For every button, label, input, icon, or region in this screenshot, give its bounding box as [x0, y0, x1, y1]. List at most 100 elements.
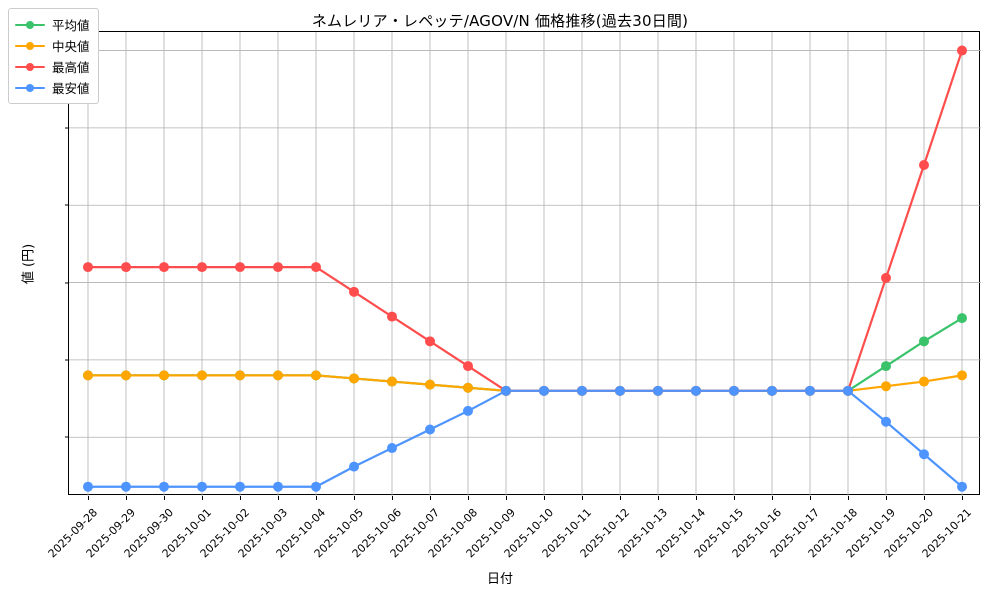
x-tick-mark	[468, 496, 469, 500]
data-point	[881, 416, 891, 427]
series-lines	[86, 49, 964, 488]
data-point	[957, 313, 967, 324]
legend-item-2[interactable]: 最高値	[15, 56, 90, 77]
gridlines	[69, 32, 981, 496]
data-point	[843, 385, 853, 396]
data-point	[463, 405, 473, 416]
x-axis-label: 日付	[486, 572, 513, 587]
x-tick-mark	[164, 496, 165, 500]
legend-swatch-icon	[15, 61, 45, 73]
data-point	[653, 385, 663, 396]
y-tick-mark	[65, 282, 69, 284]
data-point	[83, 370, 93, 381]
legend-swatch-icon	[15, 82, 45, 94]
data-point	[235, 370, 245, 381]
x-tick-mark	[126, 496, 127, 500]
series-markers	[83, 45, 967, 492]
data-point	[577, 385, 587, 396]
data-point	[159, 370, 169, 381]
legend-label: 中央値	[52, 39, 90, 54]
data-point	[919, 449, 929, 460]
data-point	[767, 385, 777, 396]
data-point	[121, 481, 131, 492]
x-tick-mark	[430, 496, 431, 500]
data-point	[919, 160, 929, 171]
legend-swatch-icon	[15, 19, 45, 31]
data-point	[159, 262, 169, 273]
legend-item-3[interactable]: 最安値	[15, 77, 90, 98]
data-point	[463, 382, 473, 393]
data-point	[387, 376, 397, 387]
data-point	[425, 424, 435, 435]
plot-svg	[69, 32, 981, 496]
data-point	[691, 385, 701, 396]
data-point	[881, 361, 891, 372]
x-tick-mark	[848, 496, 849, 500]
series-line-2	[86, 49, 964, 392]
legend-label: 平均値	[52, 18, 90, 33]
data-point	[387, 443, 397, 454]
x-tick-mark	[278, 496, 279, 500]
x-tick-mark	[506, 496, 507, 500]
chart-title: ネムレリア・レペッテ/AGOV/N 価格推移(過去30日間)	[311, 12, 689, 30]
legend-label: 最高値	[52, 60, 90, 75]
x-tick-mark	[582, 496, 583, 500]
y-axis-label: 値 (円)	[21, 243, 37, 285]
y-tick-mark	[65, 436, 69, 438]
data-point	[311, 370, 321, 381]
data-point	[539, 385, 549, 396]
legend-swatch-icon	[15, 40, 45, 52]
data-point	[919, 376, 929, 387]
x-tick-mark	[658, 496, 659, 500]
legend-dot	[26, 20, 34, 29]
x-tick-mark	[924, 496, 925, 500]
y-tick-mark	[65, 127, 69, 129]
data-point	[121, 370, 131, 381]
data-point	[349, 461, 359, 472]
data-point	[881, 381, 891, 392]
data-point	[273, 262, 283, 273]
data-point	[121, 262, 131, 273]
legend-item-1[interactable]: 中央値	[15, 35, 90, 56]
data-point	[425, 379, 435, 390]
x-tick-mark	[316, 496, 317, 500]
legend-dot	[26, 83, 34, 92]
data-point	[197, 370, 207, 381]
data-point	[349, 286, 359, 297]
y-tick-mark	[65, 359, 69, 361]
series-line-0	[86, 317, 964, 392]
x-tick-mark	[240, 496, 241, 500]
data-point	[957, 45, 967, 56]
plot-area: 値 (円) 50100150200250300 2025-09-282025-0…	[22, 31, 981, 560]
series-line-1	[86, 374, 964, 392]
data-point	[311, 481, 321, 492]
legend-dot	[26, 62, 34, 71]
data-point	[349, 373, 359, 384]
data-point	[957, 370, 967, 381]
legend-dot	[26, 41, 34, 50]
y-tick-mark	[65, 204, 69, 206]
x-tick-mark	[962, 496, 963, 500]
x-tick-mark	[696, 496, 697, 500]
data-point	[159, 481, 169, 492]
x-tick-mark	[544, 496, 545, 500]
legend-item-0[interactable]: 平均値	[15, 14, 90, 35]
x-tick-mark	[202, 496, 203, 500]
data-point	[615, 385, 625, 396]
x-tick-mark	[886, 496, 887, 500]
x-tick-mark	[392, 496, 393, 500]
data-point	[805, 385, 815, 396]
x-tick-mark	[810, 496, 811, 500]
data-point	[83, 481, 93, 492]
x-tick-mark	[620, 496, 621, 500]
data-point	[957, 481, 967, 492]
data-point	[311, 262, 321, 273]
data-point	[197, 481, 207, 492]
data-point	[273, 481, 283, 492]
series-line-3	[86, 389, 964, 488]
data-point	[387, 311, 397, 322]
data-point	[729, 385, 739, 396]
x-tick-mark	[88, 496, 89, 500]
data-point	[273, 370, 283, 381]
